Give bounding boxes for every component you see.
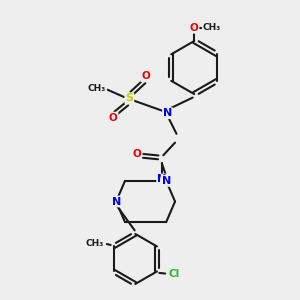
Text: CH₃: CH₃ xyxy=(85,239,103,248)
Text: CH₃: CH₃ xyxy=(203,23,221,32)
Text: O: O xyxy=(190,23,199,33)
Text: O: O xyxy=(141,71,150,81)
Text: N: N xyxy=(157,174,167,184)
Text: CH₃: CH₃ xyxy=(88,84,106,93)
Text: N: N xyxy=(162,176,171,186)
Text: O: O xyxy=(132,149,141,159)
Text: S: S xyxy=(125,94,134,103)
Text: O: O xyxy=(109,112,118,123)
Text: Cl: Cl xyxy=(169,269,180,279)
Text: N: N xyxy=(112,196,121,206)
Text: N: N xyxy=(163,108,172,118)
